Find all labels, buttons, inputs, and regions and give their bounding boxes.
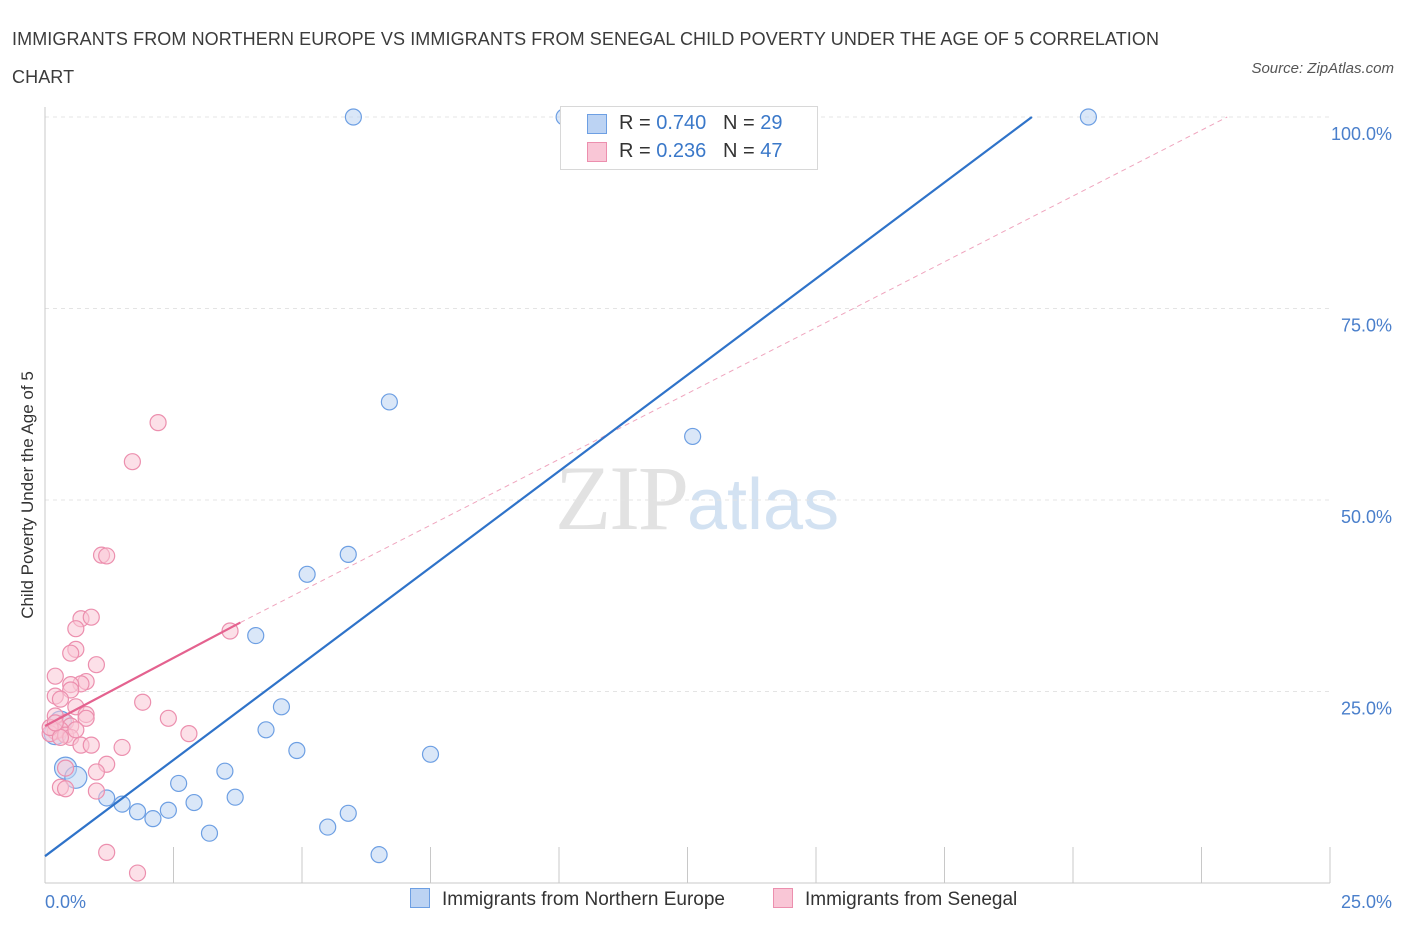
point-senegal bbox=[62, 644, 80, 662]
point-northern-europe bbox=[128, 803, 147, 821]
point-northern-europe bbox=[159, 801, 177, 819]
point-senegal bbox=[67, 620, 85, 638]
trend-line-senegal bbox=[44, 621, 241, 727]
point-senegal bbox=[67, 721, 85, 739]
legend-bottom-swatch-northern-europe bbox=[410, 888, 430, 908]
point-northern-europe bbox=[216, 762, 234, 780]
legend-bottom-label-senegal: Immigrants from Senegal bbox=[805, 889, 1018, 910]
point-senegal bbox=[87, 782, 106, 800]
chart-title: IMMIGRANTS FROM NORTHERN EUROPE VS IMMIG… bbox=[12, 29, 1160, 87]
point-senegal bbox=[123, 453, 141, 471]
point-northern-europe bbox=[185, 793, 203, 812]
legend-item-northern-europe: Immigrants from Northern Europe bbox=[410, 888, 725, 911]
point-senegal bbox=[180, 725, 198, 743]
point-senegal bbox=[87, 656, 106, 674]
y-tick-label: 100.0% bbox=[1331, 124, 1392, 144]
point-northern-europe bbox=[339, 545, 357, 563]
x-tick-label: 0.0% bbox=[45, 892, 86, 912]
point-senegal bbox=[51, 690, 70, 708]
point-senegal bbox=[159, 709, 177, 727]
point-northern-europe bbox=[272, 698, 291, 716]
legend-bottom-label-northern-europe: Immigrants from Northern Europe bbox=[442, 889, 725, 910]
point-senegal bbox=[56, 759, 75, 777]
watermark-atlas: atlas bbox=[687, 465, 840, 545]
x-tick-label: 25.0% bbox=[1341, 892, 1392, 912]
point-northern-europe bbox=[380, 393, 398, 411]
legend-item-senegal: Immigrants from Senegal bbox=[773, 888, 1017, 911]
point-northern-europe bbox=[339, 804, 357, 822]
point-senegal bbox=[98, 843, 116, 861]
point-northern-europe bbox=[421, 745, 440, 763]
point-northern-europe bbox=[319, 818, 337, 836]
point-northern-europe bbox=[684, 427, 702, 446]
point-northern-europe bbox=[170, 774, 188, 793]
watermark-zip: ZIP bbox=[555, 447, 689, 549]
legend-stats-senegal: R = 0.236 N = 47 bbox=[619, 140, 783, 162]
point-senegal bbox=[128, 864, 147, 882]
point-northern-europe bbox=[200, 824, 219, 842]
point-senegal bbox=[134, 693, 152, 711]
point-senegal bbox=[87, 763, 106, 781]
point-senegal bbox=[46, 667, 64, 685]
point-northern-europe bbox=[1079, 108, 1098, 126]
point-senegal bbox=[51, 728, 70, 747]
trend-line-northern-europe bbox=[44, 116, 1033, 858]
point-senegal bbox=[77, 709, 95, 727]
correlation-legend: R = 0.740 N = 29 R = 0.236 N = 47 bbox=[560, 106, 818, 170]
y-tick-label: 50.0% bbox=[1341, 507, 1392, 527]
y-tick-label: 25.0% bbox=[1341, 699, 1392, 719]
legend-bottom-swatch-senegal bbox=[773, 888, 793, 908]
point-senegal bbox=[82, 608, 100, 626]
point-senegal bbox=[113, 738, 131, 757]
point-senegal bbox=[149, 414, 167, 432]
source-note: Source: ZipAtlas.com bbox=[1251, 60, 1394, 77]
point-northern-europe bbox=[344, 108, 362, 126]
point-northern-europe bbox=[226, 788, 244, 806]
trend-extension-senegal bbox=[240, 116, 1228, 624]
point-northern-europe bbox=[144, 810, 162, 828]
point-northern-europe bbox=[257, 721, 275, 739]
legend-swatch-northern-europe bbox=[587, 114, 607, 134]
y-tick-label: 75.0% bbox=[1341, 316, 1392, 336]
point-northern-europe bbox=[370, 846, 388, 864]
point-senegal bbox=[98, 547, 116, 565]
point-senegal bbox=[82, 736, 100, 754]
watermark: ZIPatlas bbox=[555, 445, 839, 551]
legend-swatch-senegal bbox=[587, 142, 607, 162]
point-senegal bbox=[56, 780, 75, 798]
point-northern-europe bbox=[288, 741, 306, 760]
point-northern-europe bbox=[247, 626, 265, 645]
point-northern-europe bbox=[298, 565, 316, 583]
legend-stats-northern-europe: R = 0.740 N = 29 bbox=[619, 112, 783, 134]
